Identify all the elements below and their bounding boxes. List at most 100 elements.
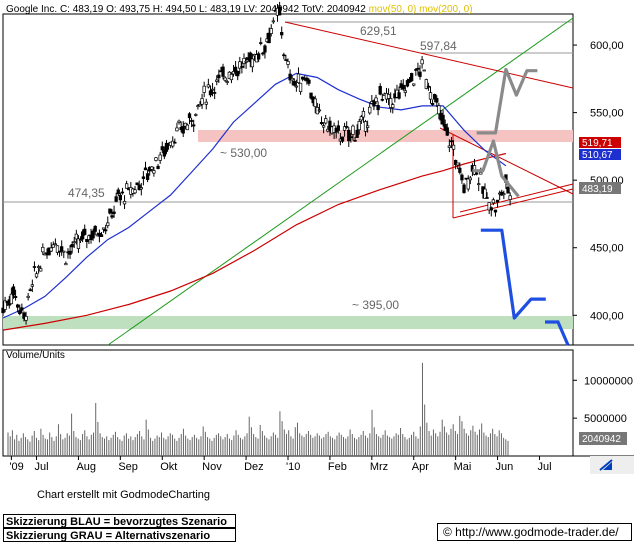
candle-body-220 xyxy=(462,184,466,194)
candle-body-156 xyxy=(328,120,332,131)
price-markers: 519,71 510,67 483,19 xyxy=(579,137,621,195)
x-tick-label-8: Feb xyxy=(328,461,347,473)
candle-body-178 xyxy=(374,97,378,102)
candle-body-196 xyxy=(412,83,416,86)
candle-body-119 xyxy=(250,58,255,68)
candle-body-33 xyxy=(70,244,74,248)
candle-body-132 xyxy=(277,6,282,16)
header-close: C: 483,19 xyxy=(60,4,104,15)
candle-body-50 xyxy=(106,222,110,227)
candle-body-212 xyxy=(445,127,449,136)
trendline-red-mid xyxy=(439,127,574,195)
scroll-arrow-icon[interactable] xyxy=(590,456,634,474)
candle-body-133 xyxy=(280,32,284,36)
candle-body-239 xyxy=(502,193,506,195)
candle-body-168 xyxy=(353,139,357,142)
candle-body-39 xyxy=(83,228,87,235)
zone-support xyxy=(3,316,573,329)
candle-body-20 xyxy=(43,253,47,256)
volume-title: Volume/Units xyxy=(6,350,65,361)
x-tick-label-13: Jul xyxy=(537,461,551,473)
zone-label-530: ~ 530,00 xyxy=(220,146,267,160)
level-label-597: 597,84 xyxy=(420,39,457,53)
candle-body-223 xyxy=(468,177,472,181)
candle-body-98 xyxy=(206,84,211,88)
candle-body-40 xyxy=(85,238,89,242)
header-low: L: 483,19 xyxy=(199,4,241,15)
marker-price: 483,19 xyxy=(582,184,613,195)
candle-body-36 xyxy=(76,238,81,249)
candle-body-54 xyxy=(114,196,118,202)
candle-body-199 xyxy=(418,71,422,77)
candle-body-111 xyxy=(233,66,238,73)
candle-body-166 xyxy=(349,136,353,139)
candle-body-88 xyxy=(185,124,190,131)
vol-tick-label-0: 5000000 xyxy=(584,413,627,425)
candle-body-101 xyxy=(213,92,217,94)
candle-body-68 xyxy=(143,167,148,171)
candle-body-8 xyxy=(18,310,22,315)
candle-body-63 xyxy=(133,189,137,194)
candle-body-93 xyxy=(196,105,200,107)
candle-body-149 xyxy=(313,98,317,107)
candle-body-35 xyxy=(74,233,78,240)
candle-body-205 xyxy=(430,102,435,105)
volume-bars xyxy=(7,362,509,456)
candle-body-49 xyxy=(104,229,108,232)
candle-body-102 xyxy=(215,79,219,82)
candle-body-113 xyxy=(238,61,242,69)
candle-body-165 xyxy=(347,129,351,142)
candle-body-12 xyxy=(26,295,30,298)
header-open: O: 493,75 xyxy=(106,4,150,15)
price-candles xyxy=(1,1,512,325)
candle-body-94 xyxy=(198,103,202,107)
candle-body-43 xyxy=(91,230,95,239)
price-plot-frame xyxy=(2,13,574,346)
candle-body-153 xyxy=(321,125,326,128)
candle-body-164 xyxy=(345,126,349,128)
source-link[interactable]: © http://www.godmode-trader.de/ xyxy=(437,523,632,541)
candle-body-125 xyxy=(263,45,267,53)
candle-body-92 xyxy=(194,114,198,116)
candle-body-0 xyxy=(1,307,5,314)
candle-body-47 xyxy=(99,234,104,237)
y-tick-label-0: 400,00 xyxy=(590,310,624,322)
volume-y-axis: 5000000 10000000 xyxy=(573,375,633,425)
marker-ma200-bg xyxy=(579,137,621,148)
candle-body-91 xyxy=(192,124,196,127)
candle-body-189 xyxy=(397,92,401,99)
candle-body-96 xyxy=(202,85,206,93)
svg-text:Google Inc. C: 483,19 O: 493,7: Google Inc. C: 483,19 O: 493,75 H: 494,5… xyxy=(6,4,473,15)
candle-body-26 xyxy=(55,245,60,253)
candle-body-135 xyxy=(284,59,288,61)
marker-ma200: 519,71 xyxy=(582,138,613,149)
candle-body-136 xyxy=(286,60,290,65)
candle-body-127 xyxy=(267,32,271,44)
candle-body-138 xyxy=(290,77,294,81)
x-tick-label-1: Jul xyxy=(35,461,49,473)
volume-marker: 2040942 xyxy=(582,434,621,445)
candle-body-200 xyxy=(420,59,424,65)
candle-body-233 xyxy=(489,207,493,211)
candle-body-56 xyxy=(118,194,123,201)
candle-body-146 xyxy=(307,79,311,84)
marker-ma50-bg xyxy=(579,149,621,160)
candle-body-139 xyxy=(292,80,296,86)
header-total-volume: TotV: 2040942 xyxy=(302,4,367,15)
zone-label-395: ~ 395,00 xyxy=(352,298,399,312)
candle-body-1 xyxy=(3,300,7,310)
candle-body-109 xyxy=(229,73,234,81)
candle-body-75 xyxy=(158,154,162,161)
candle-body-145 xyxy=(305,77,309,82)
chart-credit: Chart erstellt mit GodmodeCharting xyxy=(37,489,211,501)
x-tick-label-11: Mai xyxy=(454,461,472,473)
candle-body-174 xyxy=(365,125,370,128)
x-tick-label-5: Nov xyxy=(202,461,222,473)
candle-body-137 xyxy=(288,73,292,81)
candle-body-28 xyxy=(60,246,64,252)
candle-body-16 xyxy=(34,273,39,278)
candle-body-231 xyxy=(485,197,489,199)
candle-body-29 xyxy=(62,250,66,253)
candle-body-19 xyxy=(41,246,45,253)
